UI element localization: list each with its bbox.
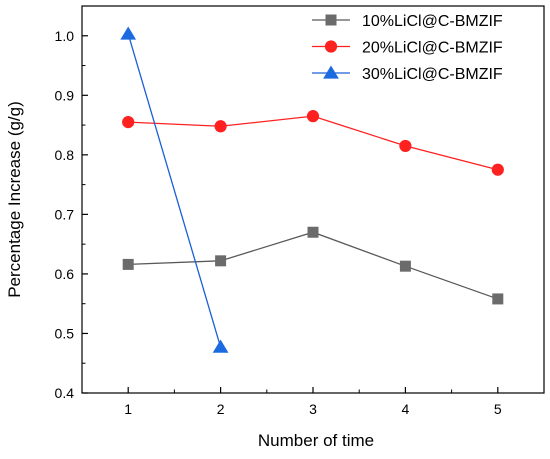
y-axis-title: Percentage Increase (g/g): [5, 101, 24, 298]
data-point: [215, 255, 227, 267]
y-tick-label: 0.6: [55, 266, 75, 282]
legend-item-1: 10%LiCl@C-BMZIF: [312, 13, 503, 30]
data-point: [122, 116, 135, 129]
y-tick-label: 0.9: [55, 87, 75, 103]
y-tick-label: 0.8: [55, 147, 75, 163]
series-2: [122, 110, 504, 176]
legend: 10%LiCl@C-BMZIF 20%LiCl@C-BMZIF 30%LiCl@C-…: [312, 13, 503, 83]
data-point: [306, 110, 320, 123]
data-point: [214, 120, 227, 133]
legend-item-2: 20%LiCl@C-BMZIF: [312, 40, 503, 57]
series-line: [128, 115, 498, 171]
data-point: [399, 260, 411, 272]
legend-label: 20%LiCl@C-BMZIF: [362, 40, 503, 57]
series-1: [122, 226, 504, 305]
data-point: [491, 163, 504, 176]
data-point: [122, 258, 134, 270]
x-tick-label: 3: [309, 401, 317, 417]
y-tick-label: 0.5: [55, 325, 75, 341]
data-point: [492, 293, 504, 305]
series-line: [128, 231, 499, 300]
series-line: [127, 33, 222, 348]
axes: 0.4 0.5 0.6 0.7 0.8 0.9 1.0 1 2 3 4 5 Number of time…: [5, 5, 545, 450]
x-axis-title: Number of time: [258, 431, 374, 450]
data-point: [399, 139, 412, 153]
x-tick-label: 1: [124, 401, 132, 417]
data-point: [212, 339, 229, 353]
x-tick-label: 2: [217, 401, 225, 417]
y-tick-label: 0.7: [55, 206, 75, 222]
y-tick-label: 0.4: [55, 385, 75, 401]
series-lines: [120, 26, 504, 353]
x-tick-label: 5: [494, 401, 502, 417]
y-tick-label: 1.0: [55, 28, 75, 44]
legend-marker: [324, 40, 338, 53]
legend-label: 30%LiCl@C-BMZIF: [362, 66, 503, 83]
legend-marker: [323, 65, 339, 79]
x-tick-label: 4: [402, 401, 410, 417]
data-point: [120, 26, 137, 40]
plot-frame: [81, 5, 545, 394]
series-3: [120, 26, 229, 353]
legend-item-3: 30%LiCl@C-BMZIF: [312, 65, 503, 83]
legend-label: 10%LiCl@C-BMZIF: [362, 13, 503, 30]
data-point: [307, 226, 319, 238]
legend-marker: [325, 14, 337, 26]
